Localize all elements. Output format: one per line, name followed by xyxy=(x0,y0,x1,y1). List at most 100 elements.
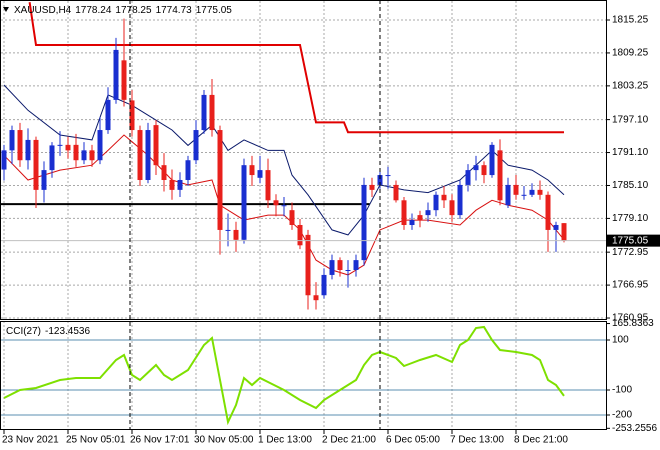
candle-body xyxy=(273,200,279,206)
candle-body xyxy=(345,270,351,272)
candle-body xyxy=(161,165,167,180)
y-tick-label: -100 xyxy=(612,385,632,396)
candle-body xyxy=(289,210,295,225)
candle-body xyxy=(385,175,391,177)
candle-body xyxy=(505,184,511,206)
candle-body xyxy=(257,170,263,178)
candle-body xyxy=(185,160,191,180)
candle-body xyxy=(177,179,183,190)
candle-body xyxy=(313,295,319,301)
candle-body xyxy=(417,215,423,221)
candle-body xyxy=(337,260,343,271)
candle-body xyxy=(545,194,551,230)
candle-body xyxy=(409,220,415,225)
y-tick-label: 1760.95 xyxy=(612,313,649,324)
candle-body xyxy=(393,184,399,201)
y-tick-label: 1803.25 xyxy=(612,81,649,92)
candle-body xyxy=(225,229,231,231)
candle-body xyxy=(329,260,335,275)
candle-body xyxy=(425,210,431,216)
last-close: 1775.05 xyxy=(196,5,233,16)
y-tick-label: 1797.10 xyxy=(612,114,649,125)
candle-body xyxy=(377,175,383,185)
indicator-title: CCI(27) -123.4536 xyxy=(6,326,90,337)
candle-body xyxy=(193,130,199,161)
x-tick-label: 6 Dec 05:00 xyxy=(386,435,440,446)
candle-body xyxy=(521,194,527,196)
indicator-line xyxy=(3,325,565,426)
candle-body xyxy=(297,224,303,246)
candle-body xyxy=(513,184,519,195)
y-tick-label: 1779.10 xyxy=(612,213,649,224)
candle-body xyxy=(145,130,151,180)
candle-body xyxy=(73,144,79,161)
candle-body xyxy=(97,130,103,161)
candle-body xyxy=(169,179,175,190)
candle-body xyxy=(9,130,15,151)
current-price-label: 1775.05 xyxy=(612,235,649,246)
y-tick-label: 100 xyxy=(612,335,629,346)
y-tick-label: -200 xyxy=(612,410,632,421)
main-frame xyxy=(0,0,607,320)
collapse-icon xyxy=(3,7,9,12)
candle-body xyxy=(121,60,127,100)
candle-body xyxy=(481,165,487,176)
candle-body xyxy=(321,274,327,296)
candle-body xyxy=(81,150,87,161)
candle-body xyxy=(473,165,479,171)
candle-body xyxy=(233,229,239,240)
candle-body xyxy=(465,170,471,185)
candle-body xyxy=(49,145,55,171)
candle-body xyxy=(561,223,567,241)
candle-body xyxy=(33,139,39,190)
y-tick-label: 1809.25 xyxy=(612,48,649,59)
candle-body xyxy=(129,100,135,131)
candle-body xyxy=(369,184,375,190)
x-tick-label: 23 Nov 2021 xyxy=(2,435,59,446)
chart-title: XAUUSD,H4 1778.24 1778.25 1774.73 1775.05 xyxy=(14,5,232,16)
candle-body xyxy=(553,224,559,230)
x-tick-label: 1 Dec 13:00 xyxy=(258,435,312,446)
candle-body xyxy=(113,49,119,100)
y-tick-label: 1791.10 xyxy=(612,147,649,158)
candle-body xyxy=(137,130,143,180)
overlay-line xyxy=(28,2,564,134)
candle-body xyxy=(433,194,439,211)
symbol: XAUUSD,H4 xyxy=(14,5,72,16)
candle-body xyxy=(57,144,63,146)
x-tick-label: 8 Dec 21:00 xyxy=(514,435,568,446)
x-tick-label: 25 Nov 05:01 xyxy=(66,435,126,446)
candle-body xyxy=(281,205,287,207)
candle-body xyxy=(265,170,271,201)
y-tick-label: -253.2556 xyxy=(612,423,657,434)
y-tick-label: 1815.25 xyxy=(612,15,649,26)
candle-body xyxy=(1,150,7,170)
candle-body xyxy=(217,130,223,230)
sub-frame xyxy=(0,321,607,430)
candle-body xyxy=(25,139,31,161)
candle-body xyxy=(457,184,463,216)
y-tick-label: 1772.95 xyxy=(612,247,649,258)
y-tick-label: 1766.95 xyxy=(612,280,649,291)
candle-body xyxy=(537,189,543,195)
y-tick-label: 165.8363 xyxy=(612,318,654,329)
indicator-label: CCI(27) xyxy=(6,326,41,337)
last-low: 1774.73 xyxy=(156,5,193,16)
candle-body xyxy=(489,144,495,176)
current-price-box xyxy=(607,234,660,247)
candle-body xyxy=(361,184,367,261)
candle-body xyxy=(401,200,407,225)
candle-body xyxy=(353,260,359,271)
candle-body xyxy=(497,150,503,201)
x-tick-label: 7 Dec 13:00 xyxy=(450,435,504,446)
candle-body xyxy=(105,99,111,131)
candle-body xyxy=(41,170,47,190)
indicator-value: -123.4536 xyxy=(45,326,90,337)
y-tick-label: 1785.10 xyxy=(612,180,649,191)
last-open: 1778.24 xyxy=(75,5,112,16)
candle-body xyxy=(449,200,455,216)
x-tick-label: 2 Dec 21:00 xyxy=(322,435,376,446)
